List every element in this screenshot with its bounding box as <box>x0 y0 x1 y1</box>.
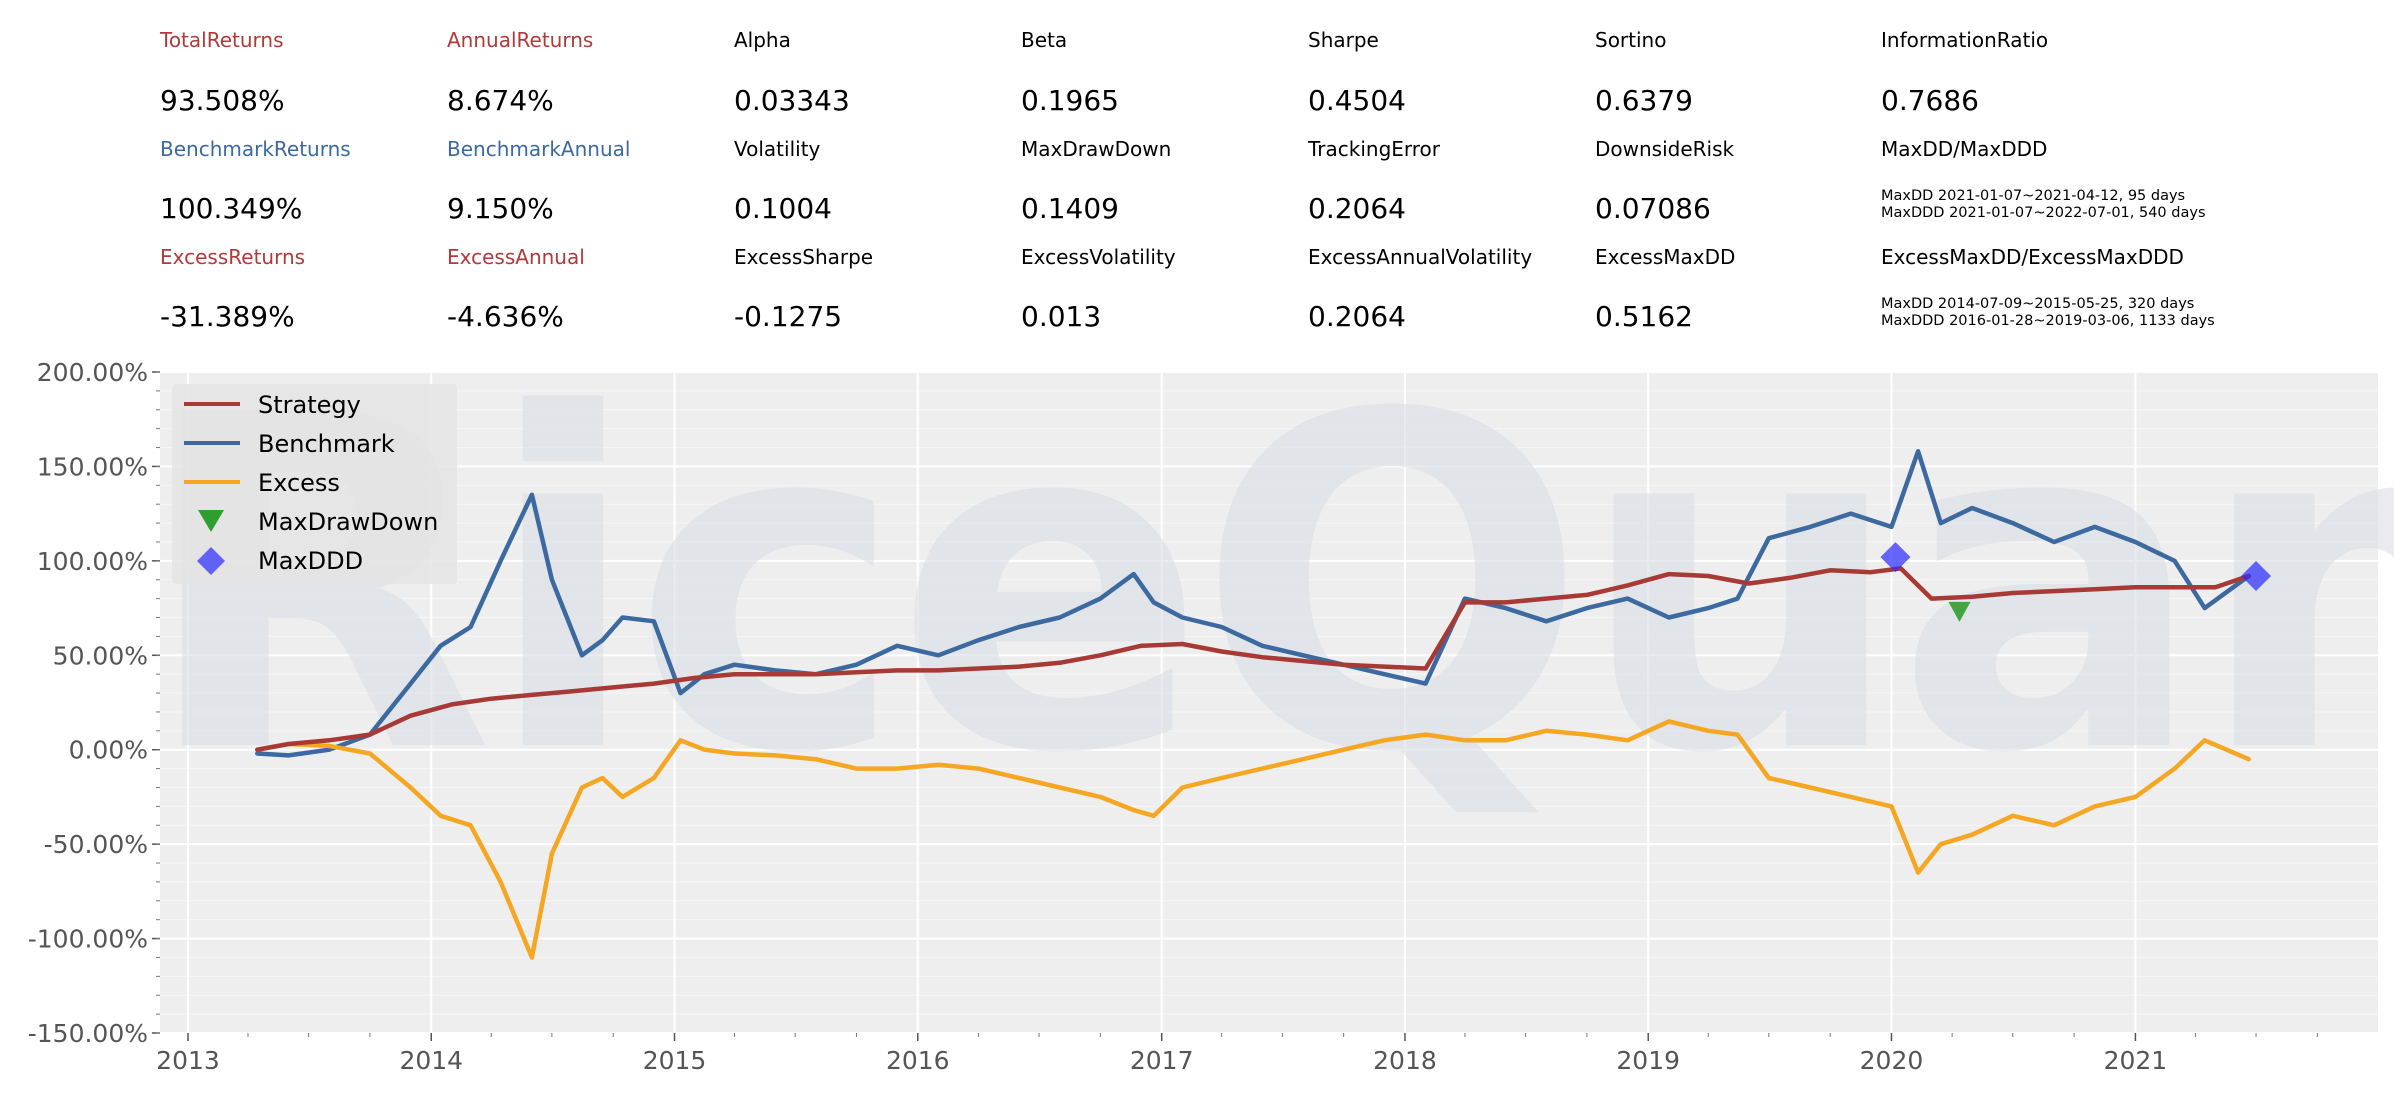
x-tick-label: 2017 <box>1130 1046 1194 1075</box>
marker-layer <box>1880 542 2272 622</box>
stat-value-excess-sharpe: -0.1275 <box>734 300 843 333</box>
maxdrawdown-marker <box>1948 601 1971 622</box>
x-tick-label: 2018 <box>1373 1046 1437 1075</box>
legend-box <box>172 384 457 584</box>
stat-label-maxdd-maxddd: MaxDD/MaxDDD <box>1881 137 2048 161</box>
stat-value-sortino: 0.6379 <box>1595 84 1693 117</box>
major-grid <box>160 371 2378 1034</box>
series-excess-line <box>255 719 2251 960</box>
stat-value-total-returns: 93.508% <box>160 84 285 117</box>
legend-maxddd-icon <box>197 547 225 575</box>
stat-value-volatility: 0.1004 <box>734 192 832 225</box>
stat-value-excess-maxdd: 0.5162 <box>1595 300 1693 333</box>
y-tick-label: 150.00% <box>37 452 148 481</box>
y-tick-label: 50.00% <box>53 641 148 670</box>
legend-maxdrawdown-label: MaxDrawDown <box>258 508 438 536</box>
x-tick-label: 2015 <box>643 1046 707 1075</box>
x-tick-label: 2019 <box>1616 1046 1680 1075</box>
y-tick-label: -100.00% <box>28 925 148 954</box>
watermark: RiceQuant <box>140 319 2394 854</box>
stat-label-excess-sharpe: ExcessSharpe <box>734 245 874 269</box>
stat-value-maxddd-line: MaxDDD 2021-01-07~2022-07-01, 540 days <box>1881 205 2206 221</box>
stat-value-excess-annual: -4.636% <box>447 300 564 333</box>
x-axis: 2013 2014 2015 2016 2017 2018 2019 2020 2021 <box>156 1033 2318 1075</box>
stat-label-excess-volatility: ExcessVolatility <box>1021 245 1176 269</box>
stat-value-excess-maxdd-line: MaxDD 2014-07-09~2015-05-25, 320 days <box>1881 296 2195 312</box>
stat-value-benchmark-returns: 100.349% <box>160 192 303 225</box>
watermark-text: RiceQuant <box>140 319 2394 854</box>
y-tick-label: 200.00% <box>37 358 148 387</box>
stat-value-annual-returns: 8.674% <box>447 84 554 117</box>
x-tick-label: 2016 <box>886 1046 950 1075</box>
stat-label-total-returns: TotalReturns <box>160 28 284 52</box>
legend-excess-label: Excess <box>258 469 340 497</box>
stat-label-excess-maxdd: ExcessMaxDD <box>1595 245 1736 269</box>
legend-benchmark-label: Benchmark <box>258 430 395 458</box>
plot-area <box>160 372 2378 1033</box>
maxddd-marker <box>2241 560 2272 591</box>
stat-value-sharpe: 0.4504 <box>1308 84 1406 117</box>
stat-label-max-drawdown: MaxDrawDown <box>1021 137 1172 161</box>
y-tick-label: 100.00% <box>37 547 148 576</box>
x-tick-label: 2021 <box>2104 1046 2168 1075</box>
stat-value-tracking-error: 0.2064 <box>1308 192 1406 225</box>
legend-strategy-label: Strategy <box>258 391 361 419</box>
stat-label-excess-annual: ExcessAnnual <box>447 245 585 269</box>
y-tick-label: 0.00% <box>69 736 148 765</box>
stat-label-downside-risk: DownsideRisk <box>1595 137 1735 161</box>
y-tick-label: -150.00% <box>28 1019 148 1048</box>
stat-label-volatility: Volatility <box>734 137 821 161</box>
stat-value-maxdd-line: MaxDD 2021-01-07~2021-04-12, 95 days <box>1881 188 2186 204</box>
stat-value-excess-maxddd-line: MaxDDD 2016-01-28~2019-03-06, 1133 days <box>1881 313 2215 329</box>
stat-label-alpha: Alpha <box>734 28 791 52</box>
stat-value-information-ratio: 0.7686 <box>1881 84 1979 117</box>
stat-label-benchmark-returns: BenchmarkReturns <box>160 137 351 161</box>
series-strategy-line <box>255 566 2251 752</box>
stat-value-beta: 0.1965 <box>1021 84 1119 117</box>
stat-label-beta: Beta <box>1021 28 1068 52</box>
stat-value-max-drawdown: 0.1409 <box>1021 192 1119 225</box>
stat-label-sharpe: Sharpe <box>1308 28 1379 52</box>
y-axis: -150.00% -100.00% -50.00% 0.00% 50.00% 100.00… <box>28 358 160 1048</box>
series-benchmark-line <box>255 449 2251 758</box>
stat-value-excess-annual-volatility: 0.2064 <box>1308 300 1406 333</box>
stat-value-excess-returns: -31.389% <box>160 300 295 333</box>
y-tick-label: -50.00% <box>44 830 148 859</box>
x-tick-label: 2020 <box>1860 1046 1924 1075</box>
stat-label-excess-maxdd-maxddd: ExcessMaxDD/ExcessMaxDDD <box>1881 245 2184 269</box>
legend-maxddd-label: MaxDDD <box>258 547 363 575</box>
stat-label-benchmark-annual: BenchmarkAnnual <box>447 137 631 161</box>
stat-value-excess-volatility: 0.013 <box>1021 300 1102 333</box>
stat-label-excess-returns: ExcessReturns <box>160 245 306 269</box>
legend: Strategy Benchmark Excess MaxDrawDown Ma… <box>172 384 457 584</box>
maxddd-marker <box>1880 542 1911 573</box>
stats-panel: TotalReturns 93.508% AnnualReturns 8.674… <box>0 0 2394 340</box>
stat-value-alpha: 0.03343 <box>734 84 850 117</box>
legend-maxdrawdown-icon <box>198 510 224 532</box>
stat-value-downside-risk: 0.07086 <box>1595 192 1711 225</box>
stat-value-benchmark-annual: 9.150% <box>447 192 554 225</box>
x-tick-label: 2013 <box>156 1046 220 1075</box>
stat-label-annual-returns: AnnualReturns <box>447 28 594 52</box>
stat-label-excess-annual-volatility: ExcessAnnualVolatility <box>1308 245 1533 269</box>
series-layer <box>255 449 2251 960</box>
stat-label-tracking-error: TrackingError <box>1308 137 1441 161</box>
stat-label-information-ratio: InformationRatio <box>1881 28 2049 52</box>
stat-label-sortino: Sortino <box>1595 28 1667 52</box>
x-tick-label: 2014 <box>399 1046 463 1075</box>
